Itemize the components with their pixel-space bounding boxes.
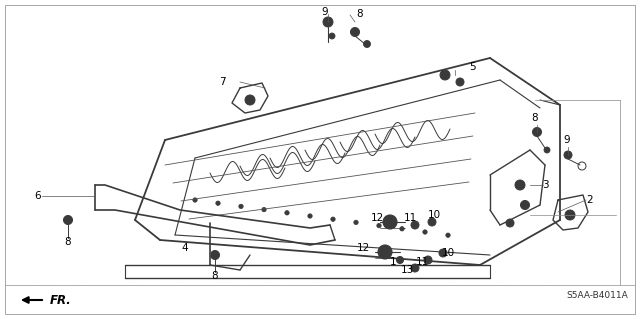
Circle shape bbox=[411, 264, 419, 272]
Circle shape bbox=[216, 201, 220, 205]
Circle shape bbox=[506, 219, 514, 227]
Circle shape bbox=[383, 215, 397, 229]
Circle shape bbox=[440, 70, 450, 80]
Circle shape bbox=[428, 218, 436, 226]
Text: 9: 9 bbox=[564, 135, 570, 145]
Circle shape bbox=[364, 41, 371, 48]
Circle shape bbox=[354, 220, 358, 225]
Text: FR.: FR. bbox=[50, 293, 72, 307]
Text: 7: 7 bbox=[219, 77, 225, 87]
Text: 4: 4 bbox=[182, 243, 188, 253]
Text: 8: 8 bbox=[532, 113, 538, 123]
Circle shape bbox=[351, 27, 360, 36]
Circle shape bbox=[262, 207, 266, 212]
Circle shape bbox=[544, 147, 550, 153]
Text: 13: 13 bbox=[401, 265, 413, 275]
Text: 12: 12 bbox=[356, 243, 370, 253]
Text: S5AA-B4011A: S5AA-B4011A bbox=[566, 292, 628, 300]
Circle shape bbox=[323, 17, 333, 27]
Text: 8: 8 bbox=[356, 9, 364, 19]
Text: 8: 8 bbox=[65, 237, 71, 247]
Circle shape bbox=[308, 214, 312, 218]
Circle shape bbox=[456, 78, 464, 86]
Text: 11: 11 bbox=[415, 257, 429, 267]
Text: 12: 12 bbox=[371, 213, 383, 223]
Circle shape bbox=[400, 226, 404, 231]
Text: 2: 2 bbox=[587, 195, 593, 205]
Circle shape bbox=[423, 230, 428, 234]
Circle shape bbox=[377, 223, 381, 228]
Text: 9: 9 bbox=[322, 7, 328, 17]
Circle shape bbox=[397, 256, 403, 263]
Text: 6: 6 bbox=[35, 191, 42, 201]
Circle shape bbox=[285, 211, 289, 215]
Circle shape bbox=[446, 233, 450, 237]
Text: 10: 10 bbox=[428, 210, 440, 220]
Circle shape bbox=[329, 33, 335, 39]
Text: 10: 10 bbox=[442, 248, 455, 258]
Text: 11: 11 bbox=[403, 213, 417, 223]
Text: 5: 5 bbox=[468, 62, 476, 72]
Text: 1: 1 bbox=[390, 257, 396, 267]
Circle shape bbox=[239, 204, 243, 209]
Circle shape bbox=[520, 201, 529, 210]
Circle shape bbox=[439, 249, 447, 257]
Text: 3: 3 bbox=[541, 180, 548, 190]
Text: 8: 8 bbox=[212, 271, 218, 281]
Circle shape bbox=[565, 210, 575, 220]
Circle shape bbox=[411, 221, 419, 229]
Circle shape bbox=[564, 151, 572, 159]
Circle shape bbox=[532, 128, 541, 137]
Circle shape bbox=[63, 216, 72, 225]
Circle shape bbox=[378, 245, 392, 259]
Circle shape bbox=[424, 256, 432, 264]
Circle shape bbox=[211, 250, 220, 259]
Circle shape bbox=[193, 198, 197, 202]
Circle shape bbox=[331, 217, 335, 221]
Circle shape bbox=[515, 180, 525, 190]
Circle shape bbox=[245, 95, 255, 105]
